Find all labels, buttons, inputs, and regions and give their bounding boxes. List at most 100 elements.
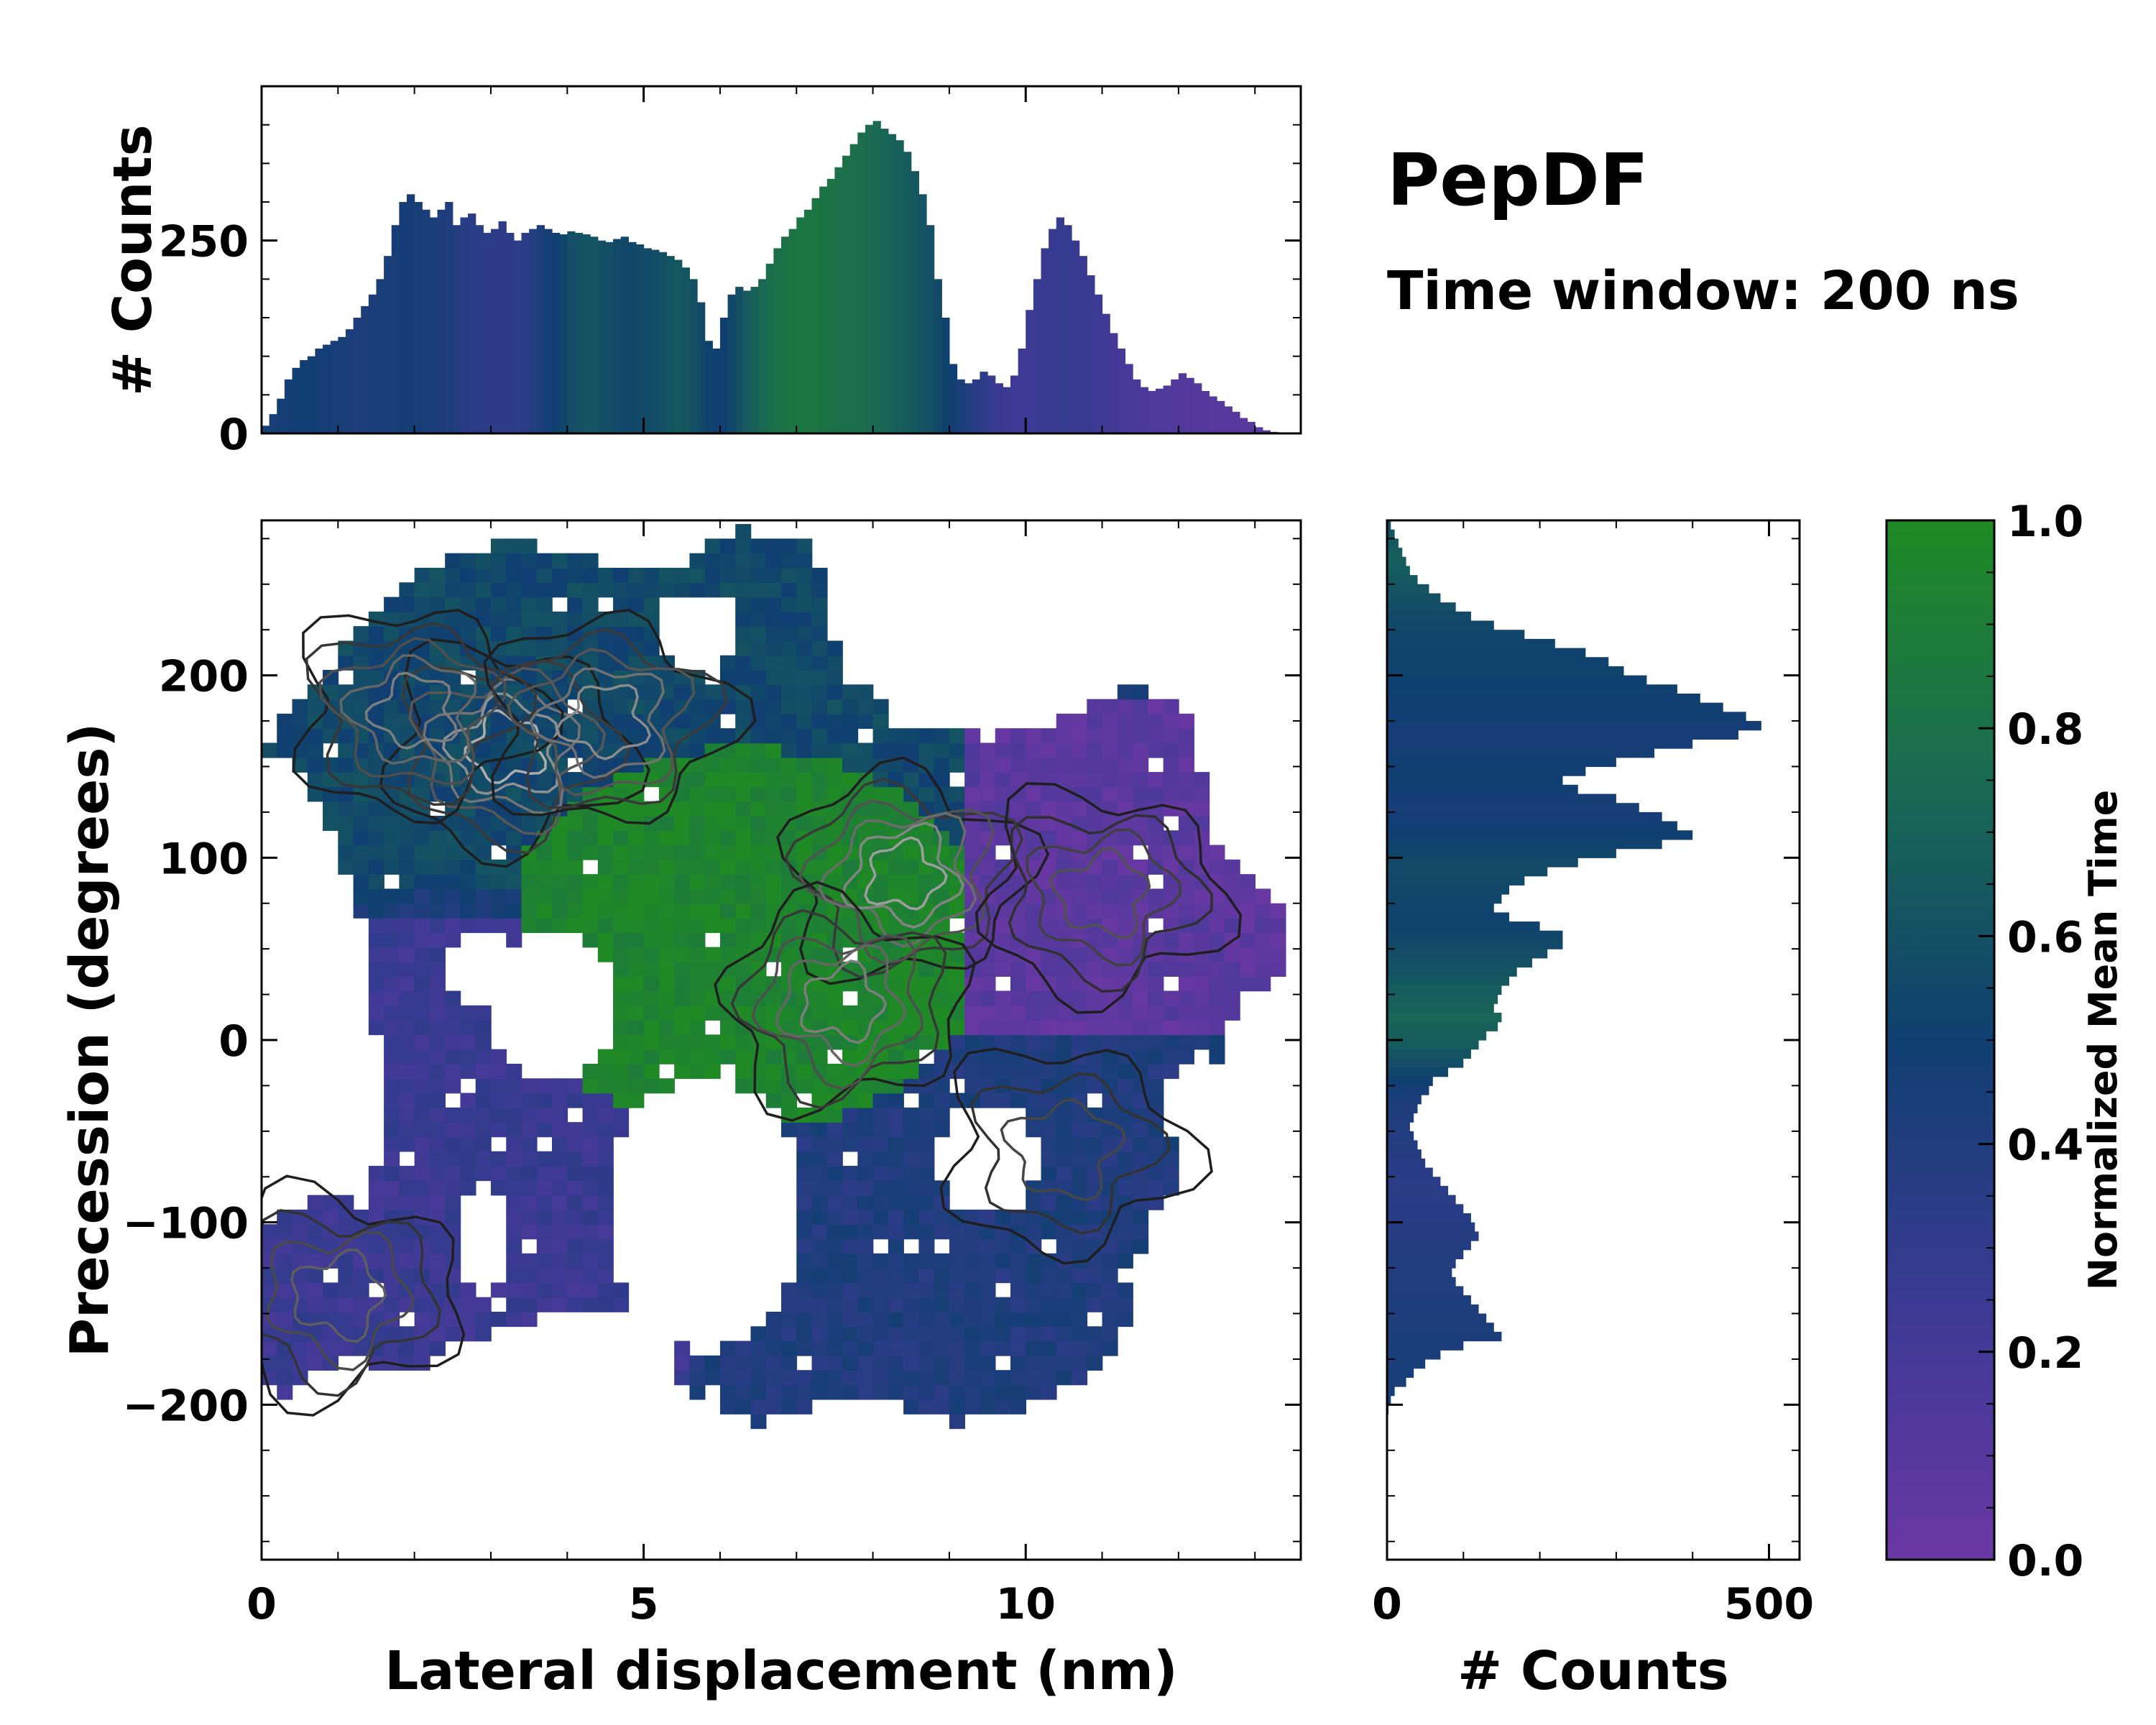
heatmap-cell	[384, 976, 400, 992]
heatmap-xtick-label: 10	[995, 1579, 1056, 1629]
heatmap-cell	[719, 903, 737, 919]
top-histogram-bar	[1232, 411, 1240, 433]
heatmap-cell	[1148, 932, 1164, 948]
heatmap-cell	[918, 961, 935, 978]
heatmap-cell	[399, 888, 415, 904]
heatmap-xtick-label: 5	[629, 1579, 659, 1629]
heatmap-cell	[399, 1063, 415, 1080]
heatmap-cell	[750, 1384, 767, 1400]
heatmap-cell	[1087, 947, 1103, 962]
right-histogram-bar	[1387, 811, 1662, 822]
heatmap-cell	[765, 874, 782, 890]
heatmap-cell	[735, 713, 752, 729]
heatmap-cell	[888, 1311, 904, 1328]
heatmap-cell	[735, 801, 752, 816]
heatmap-cell	[628, 1078, 645, 1094]
heatmap-cell	[857, 1166, 874, 1182]
heatmap-cell	[888, 1268, 904, 1284]
heatmap-cell	[429, 830, 446, 846]
heatmap-cell	[475, 918, 492, 934]
heatmap-cell	[536, 1107, 553, 1123]
heatmap-cell	[1148, 1078, 1164, 1094]
heatmap-cell	[995, 1092, 1011, 1108]
heatmap-cell	[765, 655, 782, 671]
heatmap-cell	[384, 1034, 400, 1050]
heatmap-cell	[1056, 1107, 1072, 1123]
heatmap-cell	[475, 888, 492, 904]
heatmap-cell	[1026, 786, 1042, 802]
heatmap-cell	[811, 830, 828, 846]
heatmap-cell	[552, 1282, 568, 1298]
heatmap-cell	[1148, 976, 1164, 992]
heatmap-cell	[414, 1122, 430, 1138]
heatmap-cell	[567, 1166, 584, 1182]
heatmap-cell	[384, 626, 400, 642]
heatmap-cell	[765, 742, 782, 758]
heatmap-cell	[964, 1238, 981, 1254]
heatmap-cell	[506, 1122, 522, 1138]
heatmap-ytick-label: 0	[218, 1016, 249, 1067]
heatmap-cell	[735, 670, 752, 686]
heatmap-cell	[765, 1078, 782, 1094]
heatmap-cell	[980, 990, 996, 1006]
heatmap-cell	[888, 1209, 904, 1225]
heatmap-cell	[1072, 1122, 1088, 1138]
heatmap-cell	[903, 742, 920, 758]
heatmap-cell	[643, 626, 660, 642]
top-histogram-bar	[361, 305, 369, 433]
top-histogram-bar	[468, 213, 476, 433]
heatmap-cell	[949, 757, 965, 773]
heatmap-cell	[1102, 1122, 1118, 1138]
heatmap-cell	[1224, 1005, 1240, 1021]
heatmap-cell	[1133, 976, 1149, 992]
heatmap-cell	[1056, 830, 1072, 846]
heatmap-cell	[842, 1311, 859, 1328]
heatmap-cell	[552, 1297, 568, 1312]
heatmap-cell	[1041, 1282, 1057, 1298]
heatmap-cell	[307, 757, 323, 773]
heatmap-cell	[536, 553, 553, 569]
heatmap-cell	[506, 626, 522, 642]
heatmap-cell	[399, 1107, 415, 1123]
heatmap-cell	[1026, 1034, 1042, 1050]
heatmap-cell	[307, 772, 323, 788]
right-histogram-bar	[1387, 721, 1761, 731]
heatmap-cell	[1102, 932, 1118, 948]
heatmap-cell	[964, 1282, 981, 1298]
heatmap-cell	[323, 1297, 339, 1312]
heatmap-cell	[368, 918, 384, 934]
heatmap-cell	[338, 728, 354, 744]
heatmap-cell	[506, 538, 522, 554]
heatmap-cell	[1133, 1136, 1149, 1152]
heatmap-cell	[888, 1049, 904, 1064]
heatmap-cell	[292, 1238, 308, 1254]
heatmap-cell	[368, 1253, 384, 1269]
heatmap-cell	[552, 1107, 568, 1123]
heatmap-cell	[1041, 903, 1057, 919]
heatmap-cell	[353, 1282, 369, 1298]
heatmap-cell	[888, 1195, 904, 1210]
heatmap-cell	[307, 786, 323, 802]
heatmap-cell	[826, 699, 843, 714]
heatmap-cell	[643, 932, 660, 948]
heatmap-cell	[980, 1209, 996, 1225]
heatmap-cell	[934, 742, 950, 758]
heatmap-cell	[826, 1326, 843, 1342]
heatmap-cell	[796, 1399, 813, 1414]
heatmap-cell	[1010, 1268, 1027, 1284]
heatmap-cell	[658, 976, 675, 992]
heatmap-cell	[1209, 845, 1225, 860]
heatmap-cell	[674, 582, 691, 598]
heatmap-cell	[536, 670, 553, 686]
heatmap-cell	[1056, 874, 1072, 890]
heatmap-cell	[949, 1063, 965, 1080]
heatmap-cell	[429, 990, 446, 1006]
heatmap-cell	[689, 1063, 706, 1080]
heatmap-cell	[506, 597, 522, 612]
heatmap-cell	[506, 1195, 522, 1210]
right-histogram-bar	[1387, 1204, 1464, 1214]
heatmap-cell	[506, 1311, 522, 1328]
heatmap-cell	[1194, 932, 1210, 948]
heatmap-cell	[1026, 1355, 1042, 1371]
